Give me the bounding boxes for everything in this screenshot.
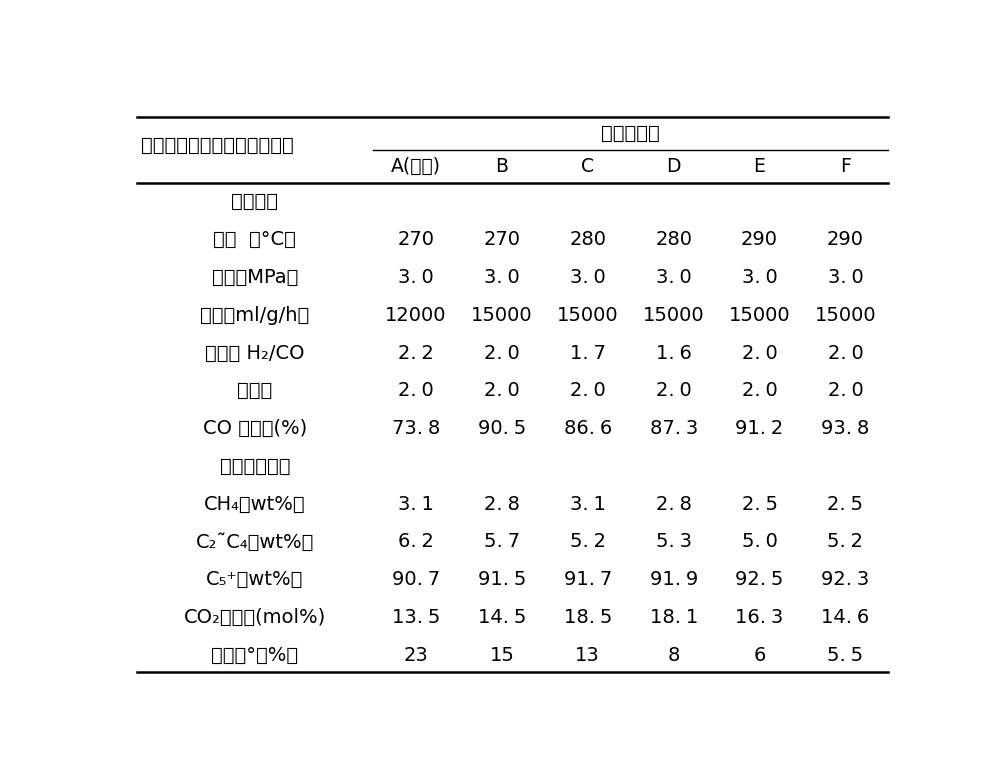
Text: 3. 0: 3. 0 (656, 268, 692, 287)
Text: 2. 0: 2. 0 (398, 382, 434, 400)
Text: C₂˜C₄（wt%）: C₂˜C₄（wt%） (196, 532, 314, 552)
Text: 温度  （°C）: 温度 （°C） (213, 230, 296, 249)
Text: 3. 1: 3. 1 (570, 495, 606, 514)
Text: 5. 0: 5. 0 (742, 532, 777, 552)
Text: C: C (581, 157, 594, 176)
Text: 费托合成反应条件和反应性能: 费托合成反应条件和反应性能 (140, 136, 293, 155)
Text: 2. 0: 2. 0 (828, 382, 863, 400)
Text: 73. 8: 73. 8 (392, 419, 440, 438)
Text: 压力（MPa）: 压力（MPa） (212, 268, 298, 287)
Text: 280: 280 (569, 230, 606, 249)
Text: CO₂选择性(mol%): CO₂选择性(mol%) (184, 608, 326, 627)
Text: 90. 5: 90. 5 (478, 419, 526, 438)
Text: 86. 6: 86. 6 (564, 419, 612, 438)
Text: 8: 8 (667, 646, 680, 665)
Text: 2. 0: 2. 0 (570, 382, 606, 400)
Text: F: F (840, 157, 851, 176)
Text: A(对比): A(对比) (391, 157, 441, 176)
Text: 2. 2: 2. 2 (398, 343, 434, 363)
Text: 13: 13 (575, 646, 600, 665)
Text: 14. 5: 14. 5 (478, 608, 526, 627)
Text: 15000: 15000 (471, 305, 533, 325)
Text: 290: 290 (741, 230, 778, 249)
Text: 12000: 12000 (385, 305, 447, 325)
Text: 空速（ml/g/h）: 空速（ml/g/h） (200, 305, 309, 325)
Text: 15000: 15000 (643, 305, 704, 325)
Text: 90. 7: 90. 7 (392, 570, 440, 589)
Text: 92. 5: 92. 5 (735, 570, 784, 589)
Text: 15: 15 (489, 646, 514, 665)
Text: B: B (495, 157, 508, 176)
Text: 5. 5: 5. 5 (827, 646, 863, 665)
Text: 6. 2: 6. 2 (398, 532, 434, 552)
Text: 失活率°（%）: 失活率°（%） (211, 646, 298, 665)
Text: 循环比: 循环比 (237, 382, 272, 400)
Text: 3. 0: 3. 0 (398, 268, 434, 287)
Text: 91. 5: 91. 5 (478, 570, 526, 589)
Text: 孙化剂选择性: 孙化剂选择性 (220, 457, 290, 476)
Text: 3. 1: 3. 1 (398, 495, 434, 514)
Text: 1. 6: 1. 6 (656, 343, 692, 363)
Text: 5. 3: 5. 3 (656, 532, 692, 552)
Text: 2. 5: 2. 5 (827, 495, 863, 514)
Text: 87. 3: 87. 3 (650, 419, 698, 438)
Text: C₅⁺（wt%）: C₅⁺（wt%） (206, 570, 304, 589)
Text: 2. 0: 2. 0 (484, 343, 520, 363)
Text: 91. 2: 91. 2 (735, 419, 784, 438)
Text: 18. 5: 18. 5 (564, 608, 612, 627)
Text: 15000: 15000 (729, 305, 790, 325)
Text: 290: 290 (827, 230, 864, 249)
Text: 93. 8: 93. 8 (821, 419, 870, 438)
Text: 5. 2: 5. 2 (827, 532, 863, 552)
Text: 23: 23 (404, 646, 428, 665)
Text: D: D (666, 157, 681, 176)
Text: 原料气 H₂/CO: 原料气 H₂/CO (205, 343, 305, 363)
Text: 2. 8: 2. 8 (484, 495, 520, 514)
Text: 2. 0: 2. 0 (828, 343, 863, 363)
Text: 2. 0: 2. 0 (742, 343, 777, 363)
Text: 270: 270 (483, 230, 520, 249)
Text: 6: 6 (753, 646, 766, 665)
Text: 15000: 15000 (815, 305, 876, 325)
Text: 5. 2: 5. 2 (570, 532, 606, 552)
Text: 5. 7: 5. 7 (484, 532, 520, 552)
Text: 16. 3: 16. 3 (735, 608, 784, 627)
Text: 14. 6: 14. 6 (821, 608, 870, 627)
Text: 3. 0: 3. 0 (828, 268, 863, 287)
Text: CO 转化率(%): CO 转化率(%) (203, 419, 307, 438)
Text: 3. 0: 3. 0 (570, 268, 606, 287)
Text: 反应条件: 反应条件 (231, 193, 278, 211)
Text: 91. 7: 91. 7 (564, 570, 612, 589)
Text: 13. 5: 13. 5 (392, 608, 440, 627)
Text: 92. 3: 92. 3 (821, 570, 870, 589)
Text: CH₄（wt%）: CH₄（wt%） (204, 495, 306, 514)
Text: 15000: 15000 (557, 305, 619, 325)
Text: 18. 1: 18. 1 (650, 608, 698, 627)
Text: 2. 5: 2. 5 (742, 495, 778, 514)
Text: 3. 0: 3. 0 (742, 268, 777, 287)
Text: 280: 280 (655, 230, 692, 249)
Text: 1. 7: 1. 7 (570, 343, 606, 363)
Text: E: E (754, 157, 765, 176)
Text: 270: 270 (397, 230, 434, 249)
Text: 2. 0: 2. 0 (742, 382, 777, 400)
Text: 2. 8: 2. 8 (656, 495, 692, 514)
Text: 2. 0: 2. 0 (656, 382, 692, 400)
Text: 2. 0: 2. 0 (484, 382, 520, 400)
Text: 孙化剂编号: 孙化剂编号 (601, 124, 660, 144)
Text: 91. 9: 91. 9 (650, 570, 698, 589)
Text: 3. 0: 3. 0 (484, 268, 520, 287)
